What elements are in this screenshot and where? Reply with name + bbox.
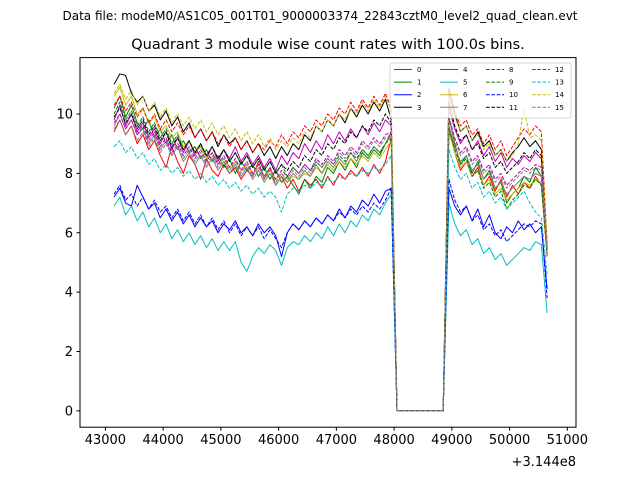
series-line-13 [113, 140, 548, 412]
series-layer [113, 73, 548, 412]
x-tick-label: 43000 [85, 433, 126, 448]
series-line-10 [113, 178, 548, 412]
legend-label-7: 7 [463, 104, 467, 112]
legend-label-1: 1 [417, 79, 421, 87]
legend-label-8: 8 [509, 66, 513, 74]
x-offset-label: +3.144e8 [512, 455, 576, 470]
y-tick-label: 4 [65, 286, 73, 301]
y-tick-label: 8 [65, 167, 73, 182]
y-tick-label: 6 [65, 226, 73, 241]
x-tick-label: 46000 [258, 433, 299, 448]
y-axis: 0 2 4 6 8 10 [56, 108, 80, 419]
series-line-12 [113, 113, 548, 412]
legend-label-15: 15 [555, 104, 564, 112]
plot-area [79, 57, 577, 428]
legend-label-12: 12 [555, 66, 564, 74]
plot-background [80, 57, 576, 428]
legend-label-4: 4 [463, 66, 468, 74]
x-tick-label: 45000 [200, 433, 241, 448]
legend-label-9: 9 [509, 79, 513, 87]
legend-label-6: 6 [463, 91, 468, 99]
x-tick-label: 48000 [373, 433, 414, 448]
legend-label-11: 11 [509, 104, 518, 112]
chart-title: Quadrant 3 module wise count rates with … [131, 37, 525, 53]
legend-label-0: 0 [417, 66, 421, 74]
chart-suptitle: Data file: modeM0/AS1C05_001T01_90000033… [62, 9, 577, 23]
plot-frame [79, 57, 577, 428]
series-line-14 [113, 83, 548, 412]
series-line-4 [113, 104, 548, 412]
series-line-5 [113, 193, 548, 412]
series-line-15 [113, 119, 548, 412]
x-tick-label: 44000 [142, 433, 183, 448]
series-line-3 [113, 73, 548, 412]
y-tick-label: 10 [56, 108, 73, 123]
legend-label-3: 3 [417, 104, 421, 112]
x-tick-label: 51000 [547, 433, 588, 448]
x-axis: 43000 44000 45000 46000 47000 48000 49000 50000… [85, 427, 588, 448]
legend-box [389, 62, 572, 119]
series-line-11 [113, 101, 548, 412]
legend-label-13: 13 [555, 79, 564, 87]
y-tick-label: 2 [65, 345, 73, 360]
x-tick-label: 49000 [431, 433, 472, 448]
legend-label-14: 14 [555, 91, 564, 99]
series-line-7 [113, 113, 548, 412]
legend-label-5: 5 [463, 79, 467, 87]
series-line-8 [113, 86, 548, 412]
y-tick-label: 0 [65, 404, 73, 419]
x-tick-label: 47000 [316, 433, 357, 448]
legend-label-2: 2 [417, 91, 421, 99]
legend-label-10: 10 [509, 91, 518, 99]
x-tick-label: 50000 [489, 433, 530, 448]
